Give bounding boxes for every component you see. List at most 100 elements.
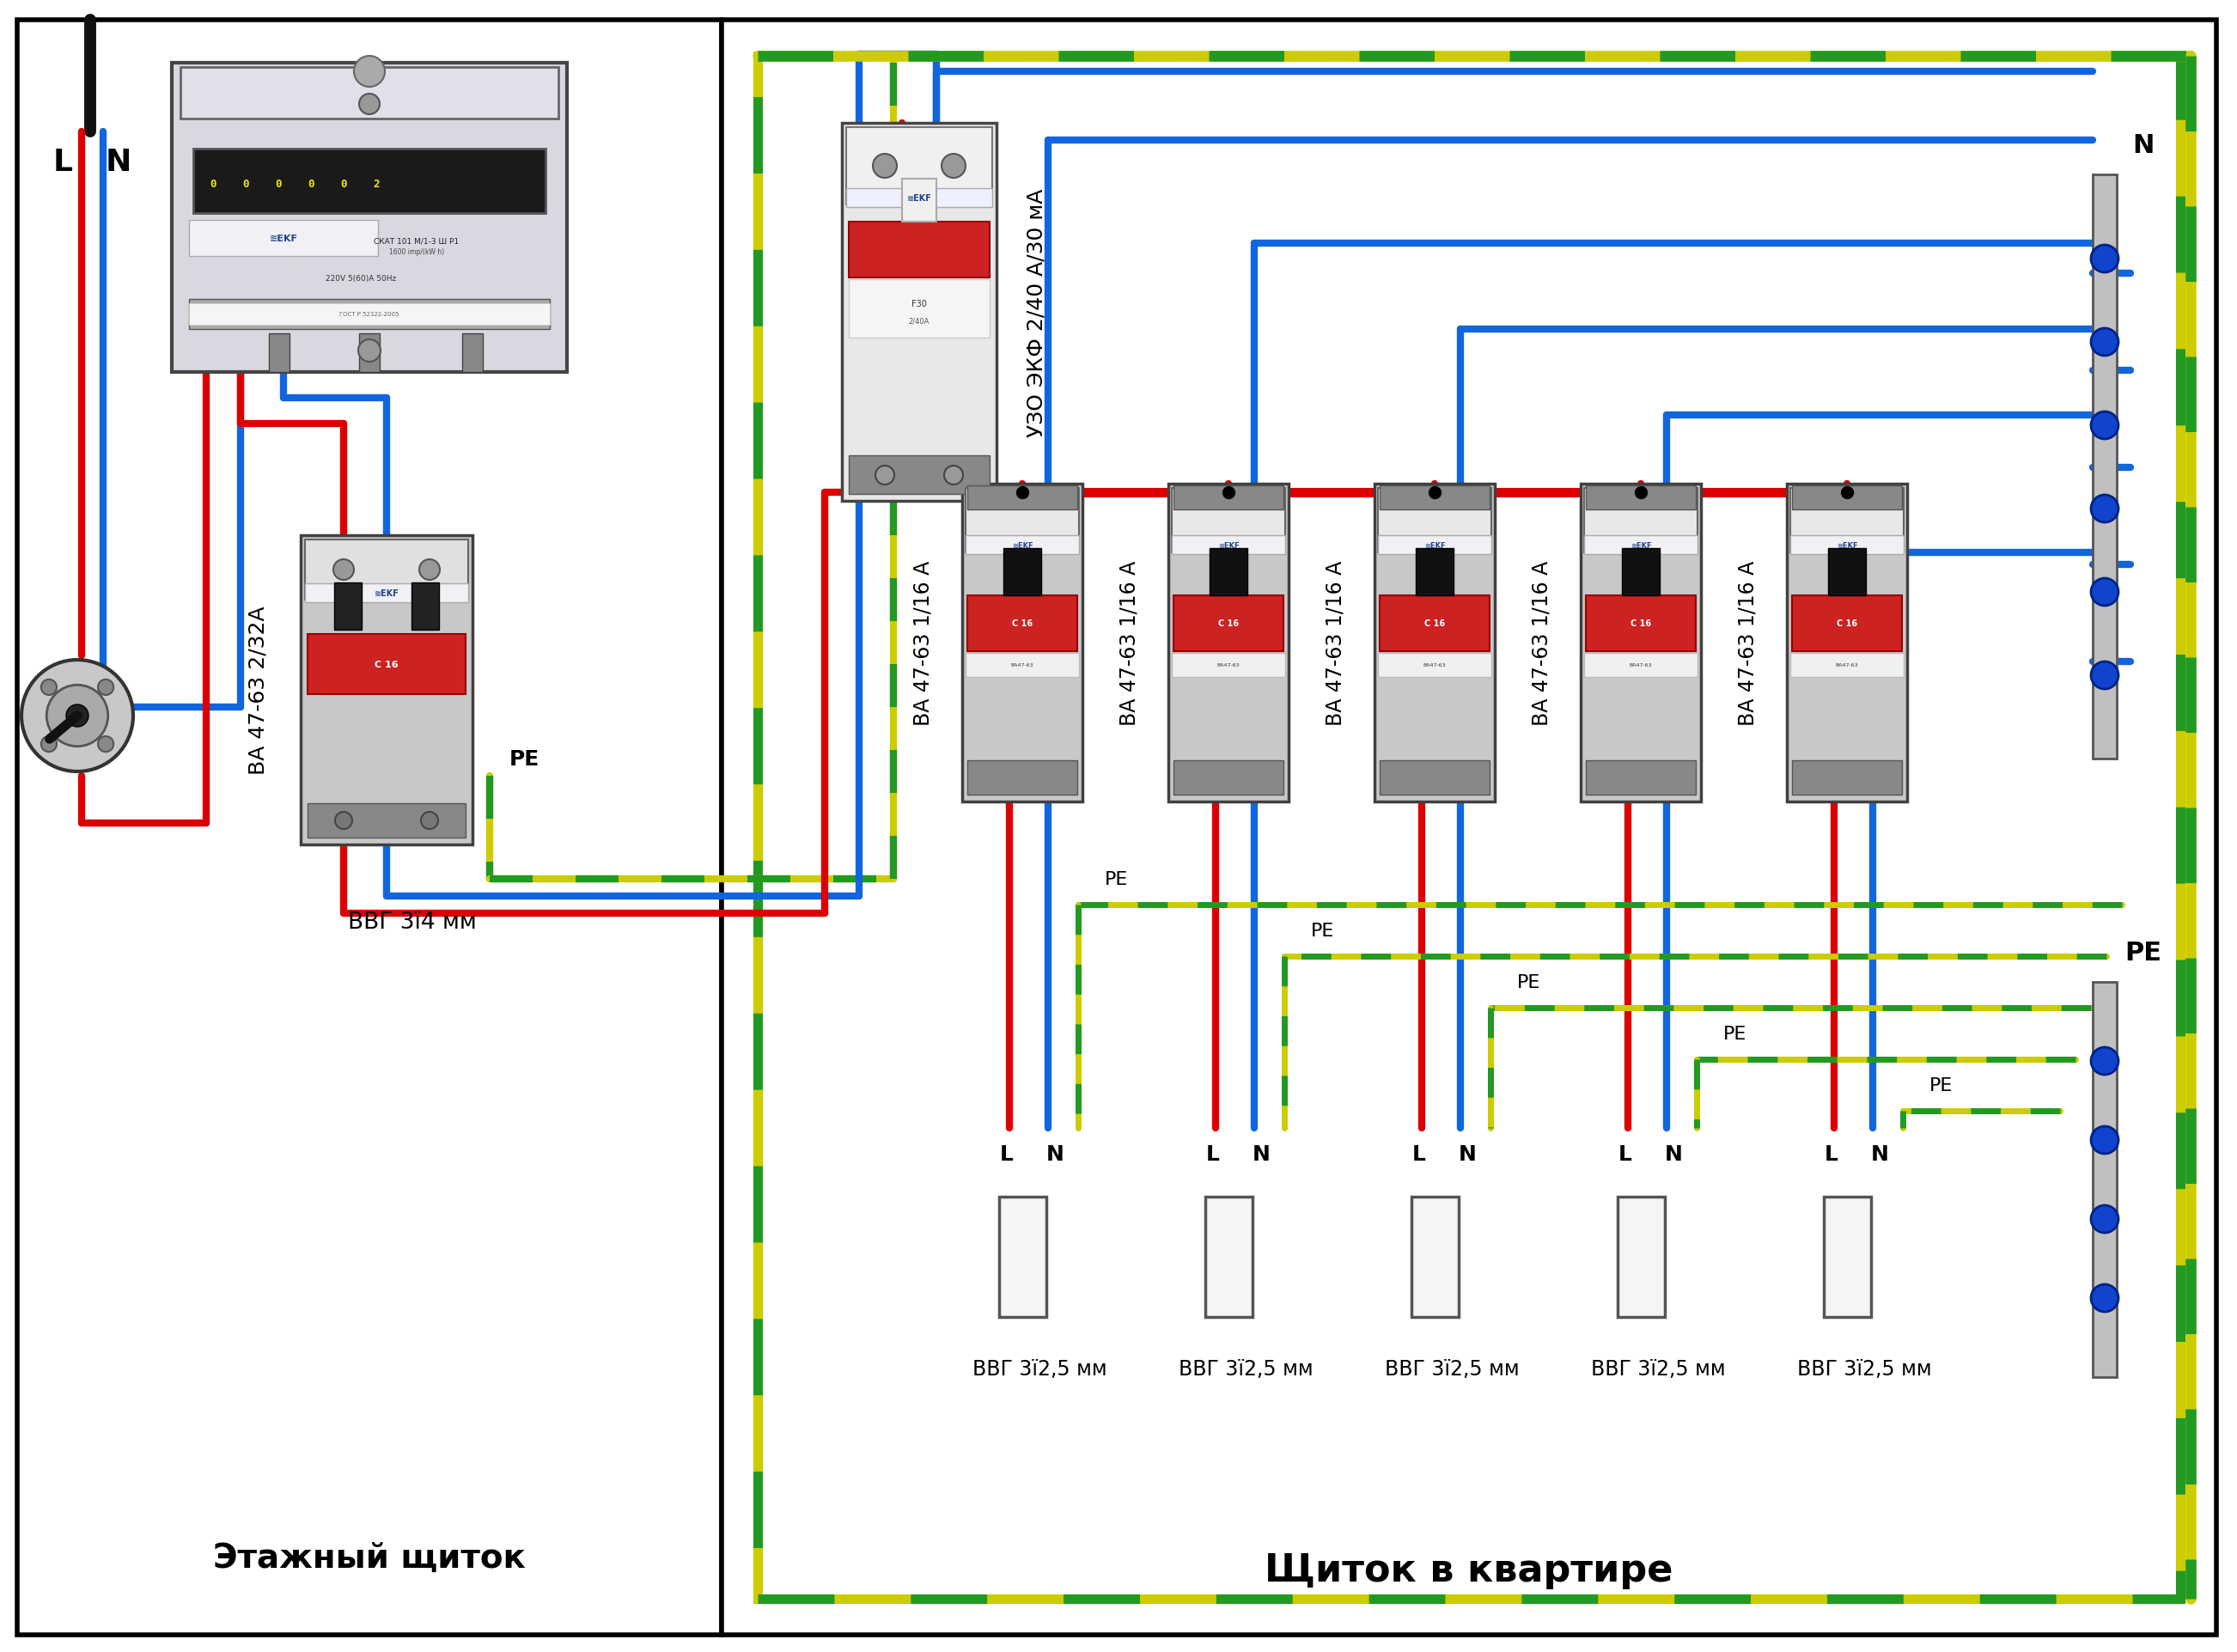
Text: ВА47-63: ВА47-63	[1837, 664, 1859, 667]
Text: C 16: C 16	[1011, 620, 1033, 628]
Bar	[1004, 548, 1040, 596]
Circle shape	[358, 340, 380, 362]
Text: ≋EKF: ≋EKF	[268, 235, 298, 243]
Bar	[1790, 489, 1904, 553]
Bar	[1380, 760, 1490, 795]
Bar	[1617, 1198, 1664, 1317]
Text: L: L	[1206, 1143, 1219, 1165]
Circle shape	[875, 466, 895, 486]
Text: C 16: C 16	[1425, 620, 1445, 628]
Bar	[966, 489, 1078, 553]
Bar	[412, 583, 438, 629]
Bar	[848, 223, 989, 278]
Bar	[1172, 535, 1286, 555]
Text: 0: 0	[309, 178, 313, 190]
Text: N: N	[1047, 1143, 1065, 1165]
Text: F30: F30	[910, 299, 926, 309]
Bar	[1378, 654, 1492, 677]
Text: N: N	[1870, 1143, 1888, 1165]
Text: L: L	[1620, 1143, 1633, 1165]
Text: ВА 47-63 1/16 А: ВА 47-63 1/16 А	[913, 560, 933, 725]
Bar	[1172, 489, 1286, 553]
Bar	[188, 304, 550, 325]
Circle shape	[67, 705, 89, 727]
Bar	[1792, 596, 1901, 651]
Text: 220V 5(60)A 50Hz: 220V 5(60)A 50Hz	[324, 274, 396, 282]
Text: C 16: C 16	[376, 661, 398, 669]
Bar	[268, 334, 289, 373]
Circle shape	[98, 681, 114, 695]
Circle shape	[421, 813, 438, 829]
Text: N: N	[105, 147, 132, 177]
Text: PE: PE	[1722, 1026, 1747, 1042]
Circle shape	[2092, 496, 2118, 524]
Bar	[2092, 983, 2116, 1378]
Text: ГОСТ Р 52322-2005: ГОСТ Р 52322-2005	[340, 312, 398, 317]
Circle shape	[872, 155, 897, 178]
Text: 0: 0	[340, 178, 347, 190]
Bar	[1378, 489, 1492, 553]
Text: ≋EKF: ≋EKF	[1837, 542, 1857, 548]
Bar	[962, 484, 1083, 801]
Bar	[1622, 548, 1660, 596]
Bar	[966, 654, 1078, 677]
Bar	[1787, 484, 1908, 801]
Text: ВА 47-63 2/32А: ВА 47-63 2/32А	[248, 606, 268, 775]
Bar	[1586, 596, 1696, 651]
Text: ≋EKF: ≋EKF	[1217, 542, 1239, 548]
Circle shape	[2092, 578, 2118, 606]
Circle shape	[40, 681, 56, 695]
Text: PE: PE	[2125, 940, 2161, 965]
Bar	[304, 583, 468, 603]
Bar	[192, 149, 546, 213]
Text: 2: 2	[374, 178, 380, 190]
Text: ≋EKF: ≋EKF	[1425, 542, 1445, 548]
Bar	[1792, 760, 1901, 795]
Circle shape	[333, 560, 353, 580]
Text: ВВГ 3ї2,5 мм: ВВГ 3ї2,5 мм	[973, 1358, 1107, 1379]
Text: ≋EKF: ≋EKF	[906, 193, 931, 203]
Text: 0: 0	[275, 178, 282, 190]
Bar	[1378, 535, 1492, 555]
Circle shape	[942, 155, 966, 178]
Bar	[723, 20, 2217, 1635]
Text: N: N	[2132, 132, 2154, 157]
Bar	[333, 583, 362, 629]
Bar	[360, 334, 380, 373]
Text: 0: 0	[210, 178, 217, 190]
Bar	[1416, 548, 1454, 596]
Circle shape	[98, 737, 114, 752]
Bar	[758, 56, 2181, 1599]
Bar	[188, 221, 378, 256]
Bar	[1828, 548, 1866, 596]
Bar	[1174, 596, 1284, 651]
Circle shape	[2092, 329, 2118, 357]
Circle shape	[2092, 662, 2118, 689]
Bar	[966, 486, 1078, 510]
Text: N: N	[1253, 1143, 1271, 1165]
Text: ВА47-63: ВА47-63	[1217, 664, 1239, 667]
Text: ВВГ 3ї2,5 мм: ВВГ 3ї2,5 мм	[1591, 1358, 1725, 1379]
Text: ВА47-63: ВА47-63	[1423, 664, 1445, 667]
Text: ВВГ 3ї2,5 мм: ВВГ 3ї2,5 мм	[1385, 1358, 1519, 1379]
Text: ≋EKF: ≋EKF	[1011, 542, 1033, 548]
Bar	[1172, 654, 1286, 677]
Circle shape	[2092, 246, 2118, 273]
Bar	[1412, 1198, 1459, 1317]
Text: ≋EKF: ≋EKF	[1631, 542, 1651, 548]
Text: C 16: C 16	[1837, 620, 1857, 628]
Text: СКАТ 101 М/1-3 Ш Р1: СКАТ 101 М/1-3 Ш Р1	[374, 238, 459, 244]
Text: ВА 47-63 1/16 А: ВА 47-63 1/16 А	[1327, 560, 1347, 725]
Bar	[18, 20, 723, 1635]
Text: PE: PE	[1931, 1077, 1953, 1094]
Bar	[1823, 1198, 1870, 1317]
Circle shape	[2092, 1127, 2118, 1155]
Text: C 16: C 16	[1219, 620, 1239, 628]
Bar	[300, 535, 472, 844]
Circle shape	[944, 466, 962, 486]
Text: УЗО ЭКФ 2/40 А/30 мА: УЗО ЭКФ 2/40 А/30 мА	[1027, 188, 1047, 436]
Text: PE: PE	[1105, 871, 1127, 887]
Bar	[1206, 1198, 1253, 1317]
Bar	[172, 63, 566, 373]
Bar	[846, 127, 993, 205]
